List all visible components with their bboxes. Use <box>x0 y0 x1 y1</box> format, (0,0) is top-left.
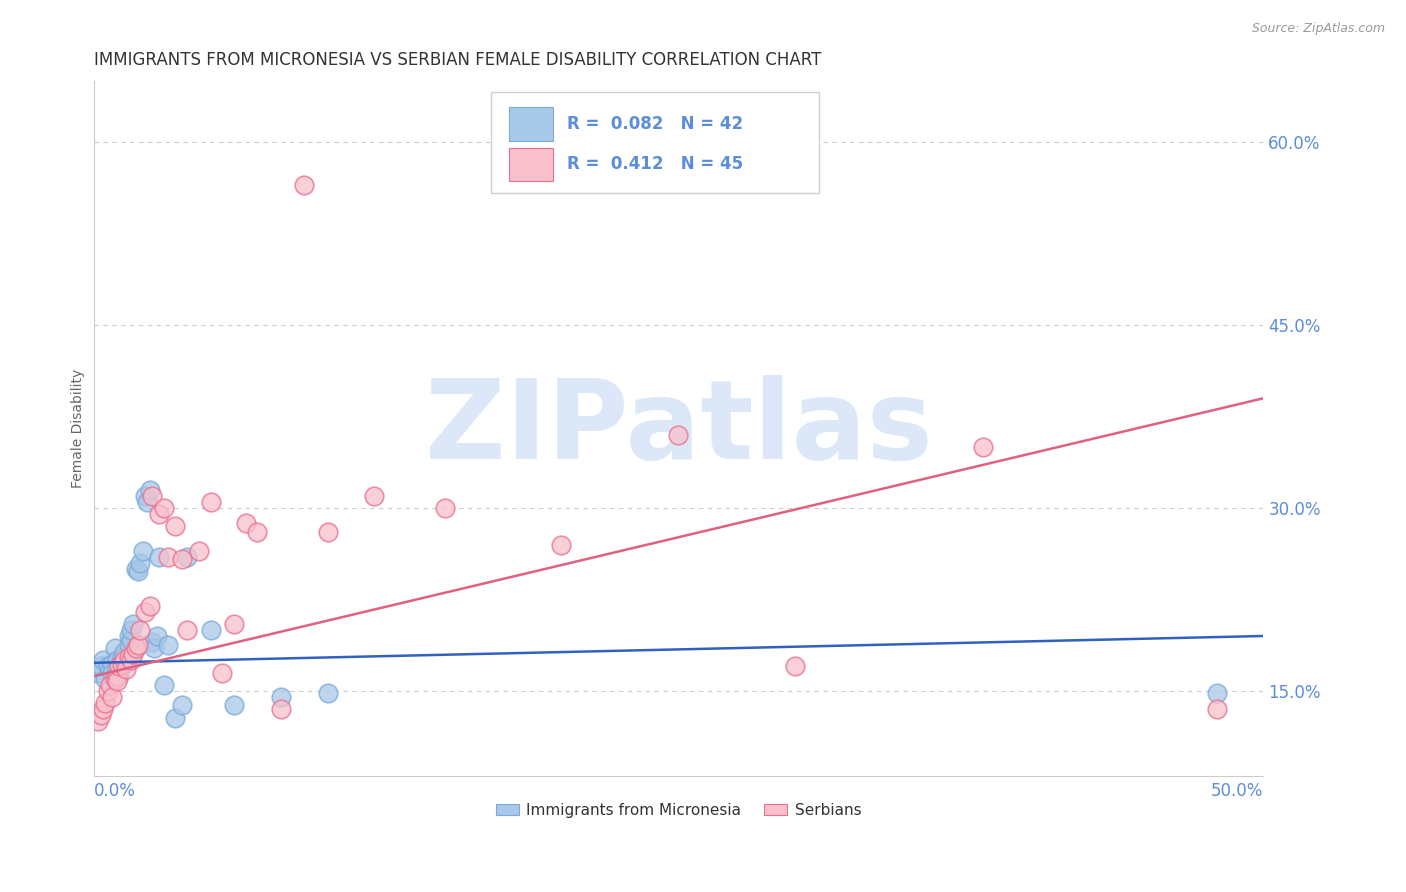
Point <box>1205 702 1227 716</box>
Point <box>187 543 209 558</box>
Point <box>129 556 152 570</box>
Point <box>157 638 180 652</box>
Point <box>550 537 572 551</box>
Point <box>91 653 114 667</box>
Point <box>112 645 135 659</box>
Point <box>97 683 120 698</box>
Point <box>94 696 117 710</box>
Point <box>292 178 315 192</box>
Text: R =  0.412   N = 45: R = 0.412 N = 45 <box>568 155 744 173</box>
Point <box>115 653 138 667</box>
Point <box>165 711 187 725</box>
Point <box>972 440 994 454</box>
Point <box>87 714 110 729</box>
Text: 50.0%: 50.0% <box>1211 782 1264 800</box>
Point <box>152 678 174 692</box>
Point <box>270 690 292 704</box>
Point <box>101 665 124 680</box>
Point <box>94 672 117 686</box>
Point <box>1205 686 1227 700</box>
Point <box>108 669 131 683</box>
Point <box>131 543 153 558</box>
Point <box>222 616 245 631</box>
Point <box>246 525 269 540</box>
Point <box>668 428 690 442</box>
Point <box>105 662 128 676</box>
Point <box>200 495 222 509</box>
Point <box>433 500 456 515</box>
Point <box>101 657 124 671</box>
Point <box>118 629 141 643</box>
Point <box>316 686 339 700</box>
Text: 0.0%: 0.0% <box>94 782 135 800</box>
Point <box>785 659 807 673</box>
Point <box>363 489 385 503</box>
Point <box>120 653 142 667</box>
Point <box>127 638 149 652</box>
Point <box>138 483 160 497</box>
Point <box>104 672 127 686</box>
Point <box>120 623 142 637</box>
Point <box>112 657 135 671</box>
Point <box>145 629 167 643</box>
Point <box>111 649 134 664</box>
Point <box>90 659 112 673</box>
Point <box>138 599 160 613</box>
Point <box>235 516 257 530</box>
Text: R =  0.082   N = 42: R = 0.082 N = 42 <box>568 115 744 133</box>
FancyBboxPatch shape <box>491 92 818 193</box>
Point <box>101 690 124 704</box>
Point <box>98 678 121 692</box>
Point <box>211 665 233 680</box>
FancyBboxPatch shape <box>509 107 554 141</box>
Point <box>127 565 149 579</box>
Point <box>200 623 222 637</box>
Point <box>176 549 198 564</box>
Point <box>87 665 110 680</box>
Point <box>97 659 120 673</box>
Point <box>120 632 142 647</box>
Point <box>122 616 145 631</box>
Text: ZIPatlas: ZIPatlas <box>425 376 932 483</box>
Point <box>316 525 339 540</box>
Point <box>172 698 194 713</box>
Point <box>148 507 170 521</box>
Point <box>91 702 114 716</box>
Point <box>157 549 180 564</box>
Point <box>118 638 141 652</box>
Point <box>104 641 127 656</box>
Point <box>222 698 245 713</box>
Point <box>172 552 194 566</box>
Point <box>122 647 145 661</box>
Point <box>134 489 156 503</box>
Point <box>148 549 170 564</box>
Point <box>141 635 163 649</box>
Point <box>105 674 128 689</box>
Point <box>136 495 159 509</box>
Point <box>143 641 166 656</box>
Point <box>115 662 138 676</box>
Point <box>270 702 292 716</box>
FancyBboxPatch shape <box>509 148 554 181</box>
Point <box>141 489 163 503</box>
Point <box>105 653 128 667</box>
Point <box>112 653 135 667</box>
Point <box>90 708 112 723</box>
Point <box>118 649 141 664</box>
Text: Source: ZipAtlas.com: Source: ZipAtlas.com <box>1251 22 1385 36</box>
Legend: Immigrants from Micronesia, Serbians: Immigrants from Micronesia, Serbians <box>489 797 868 824</box>
Point <box>134 605 156 619</box>
Point <box>98 662 121 676</box>
Point <box>129 623 152 637</box>
Point <box>165 519 187 533</box>
Point <box>108 659 131 673</box>
Point <box>176 623 198 637</box>
Point <box>125 641 148 656</box>
Text: IMMIGRANTS FROM MICRONESIA VS SERBIAN FEMALE DISABILITY CORRELATION CHART: IMMIGRANTS FROM MICRONESIA VS SERBIAN FE… <box>94 51 821 69</box>
Point <box>152 500 174 515</box>
Y-axis label: Female Disability: Female Disability <box>72 369 86 489</box>
Point <box>125 562 148 576</box>
Point <box>105 669 128 683</box>
Point <box>111 657 134 671</box>
